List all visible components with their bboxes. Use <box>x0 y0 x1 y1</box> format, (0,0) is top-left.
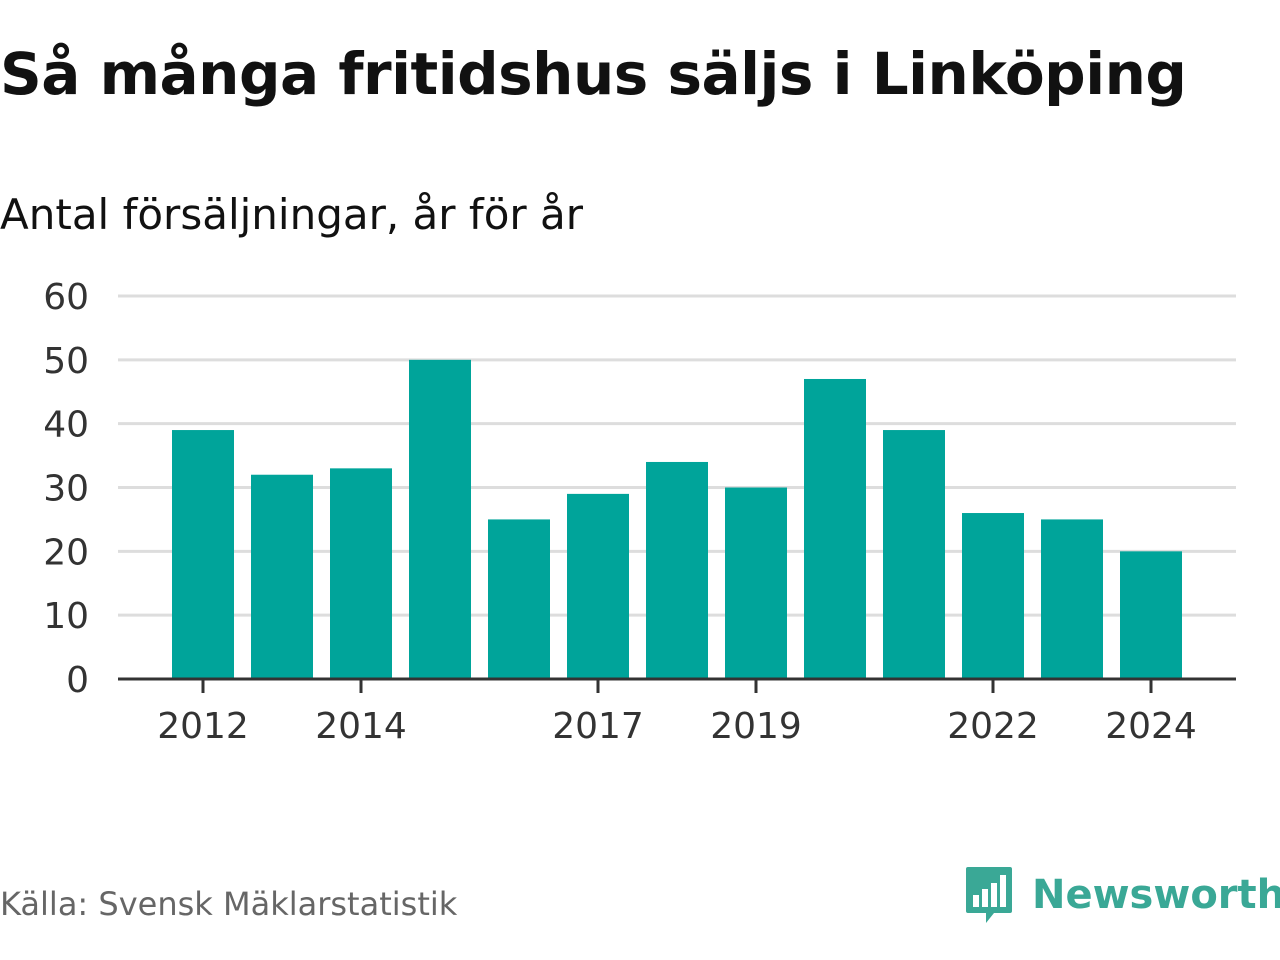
bar-2013 <box>251 474 313 679</box>
x-tick-label: 2019 <box>710 706 802 747</box>
chart-subtitle: Antal försäljningar, år för år <box>0 190 584 239</box>
bars <box>172 359 1182 679</box>
y-tick-label: 60 <box>43 277 89 318</box>
x-tick-label: 2022 <box>947 706 1039 747</box>
bar-2023 <box>1041 519 1103 679</box>
x-tick-label: 2014 <box>315 706 407 747</box>
bar-2021 <box>883 430 945 679</box>
x-tick-label: 2017 <box>552 706 644 747</box>
logo-text: Newsworthy <box>1032 872 1280 918</box>
y-tick-label: 0 <box>66 660 89 701</box>
x-tick-label: 2024 <box>1105 706 1197 747</box>
chart-title: Så många fritidshus säljs i Linköping <box>0 40 1187 108</box>
y-tick-label: 10 <box>43 596 89 637</box>
bar-2024 <box>1120 551 1182 679</box>
bar-2019 <box>725 487 787 679</box>
bar-2012 <box>172 430 234 679</box>
x-axis-ticks: 2012 2014 2017 2019 2022 2024 <box>157 679 1197 747</box>
y-tick-label: 20 <box>43 532 89 573</box>
y-axis-ticks: 0 10 20 30 40 50 60 <box>43 277 89 701</box>
newsworthy-logo: Newsworthy <box>964 865 1280 925</box>
bar-2014 <box>330 468 392 679</box>
bar-2020 <box>804 378 866 679</box>
x-tick-label: 2012 <box>157 706 249 747</box>
bar-2015 <box>409 359 471 679</box>
newsworthy-logo-icon <box>966 867 1012 923</box>
y-tick-label: 40 <box>43 405 89 446</box>
y-tick-label: 50 <box>43 341 89 382</box>
y-tick-label: 30 <box>43 469 89 510</box>
bar-2016 <box>488 519 550 679</box>
bar-2017 <box>567 493 629 679</box>
bar-2022 <box>962 513 1024 679</box>
source-note: Källa: Svensk Mäklarstatistik <box>0 885 458 923</box>
bar-2018 <box>646 461 708 679</box>
